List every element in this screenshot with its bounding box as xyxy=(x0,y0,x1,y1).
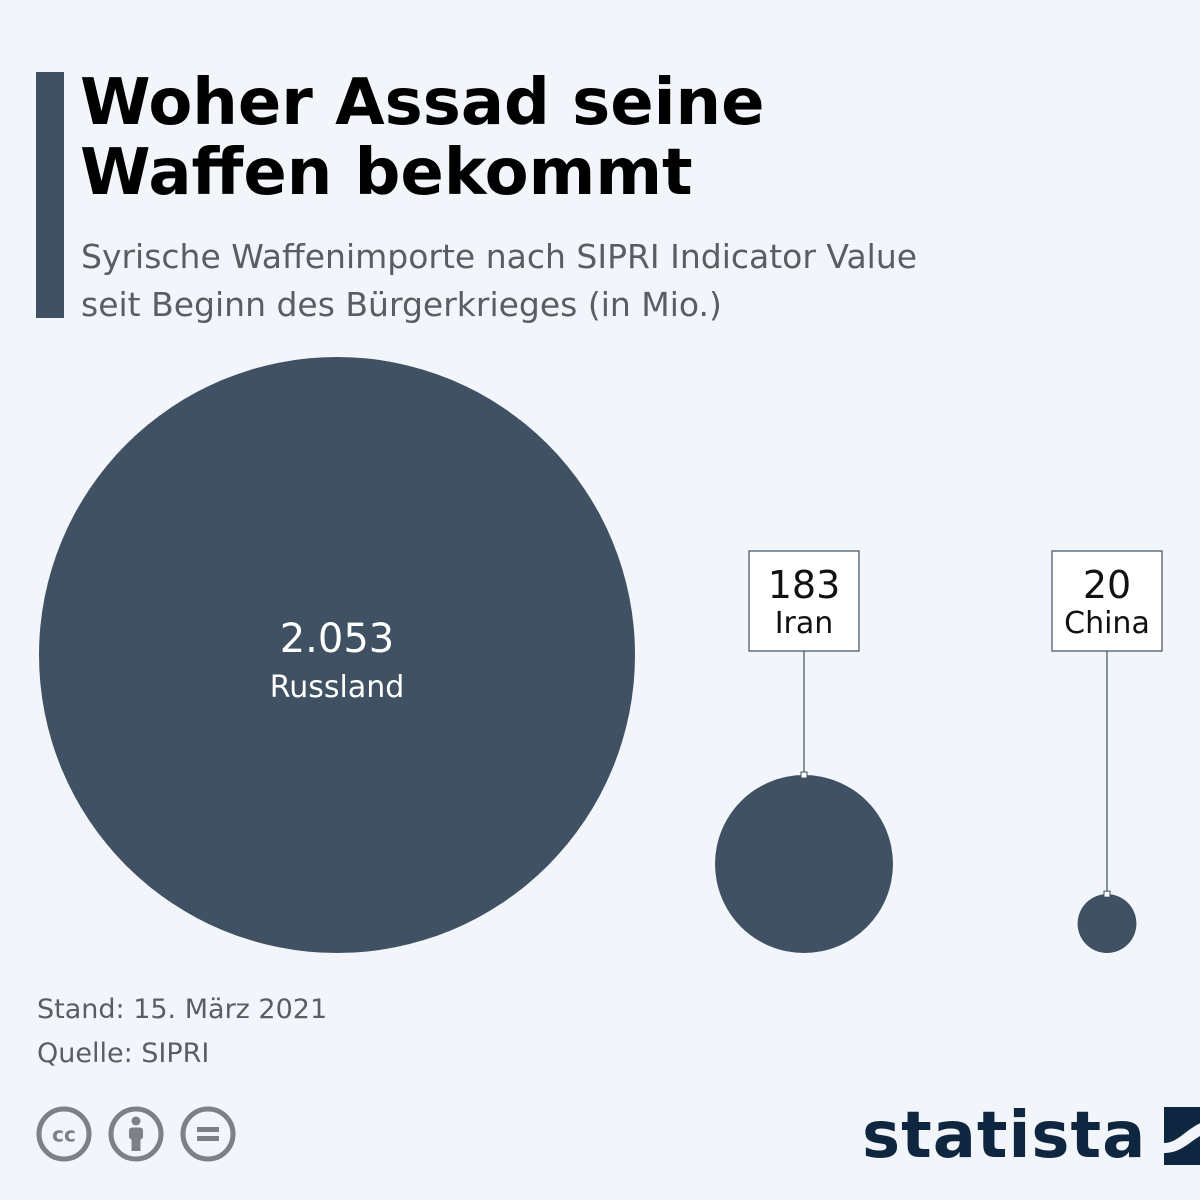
title-line-1: Woher Assad seine xyxy=(80,66,765,140)
subtitle-line-1: Syrische Waffenimporte nach SIPRI Indica… xyxy=(81,237,918,276)
callout-box-china xyxy=(1051,550,1163,652)
chart-subtitle: Syrische Waffenimporte nach SIPRI Indica… xyxy=(81,233,1141,329)
chart-title: Woher Assad seine Waffen bekommt xyxy=(80,68,1140,208)
statista-brand[interactable]: statista xyxy=(862,1096,1200,1176)
bubble-iran xyxy=(715,775,893,953)
bubble-russland xyxy=(39,357,635,953)
value-label-china: 20 xyxy=(1083,563,1131,607)
value-label-iran: 183 xyxy=(768,563,841,607)
license-icons: cc xyxy=(36,1106,236,1162)
subtitle-line-2: seit Beginn des Bürgerkrieges (in Mio.) xyxy=(81,285,722,324)
no-derivatives-icon[interactable] xyxy=(180,1106,236,1162)
brand-name: statista xyxy=(862,1099,1147,1173)
statista-logo-icon xyxy=(1164,1107,1200,1165)
attribution-icon[interactable] xyxy=(108,1106,164,1162)
value-label-russland: 2.053 xyxy=(280,616,395,662)
category-label-china: China xyxy=(1064,606,1150,641)
leader-anchor-china xyxy=(1103,890,1111,898)
svg-text:cc: cc xyxy=(52,1123,76,1147)
source-label: Quelle: SIPRI xyxy=(37,1038,210,1069)
stand-date: Stand: 15. März 2021 xyxy=(37,994,328,1025)
category-label-iran: Iran xyxy=(775,606,834,641)
footer-meta: Stand: 15. März 2021 Quelle: SIPRI xyxy=(37,988,327,1076)
leader-anchor-iran xyxy=(800,771,808,779)
category-label-russland: Russland xyxy=(270,670,405,705)
title-line-2: Waffen bekommt xyxy=(80,136,693,210)
callout-box-iran xyxy=(748,550,860,652)
bubble-china xyxy=(1077,894,1137,953)
cc-icon[interactable]: cc xyxy=(36,1106,92,1162)
title-accent-bar xyxy=(36,72,64,318)
